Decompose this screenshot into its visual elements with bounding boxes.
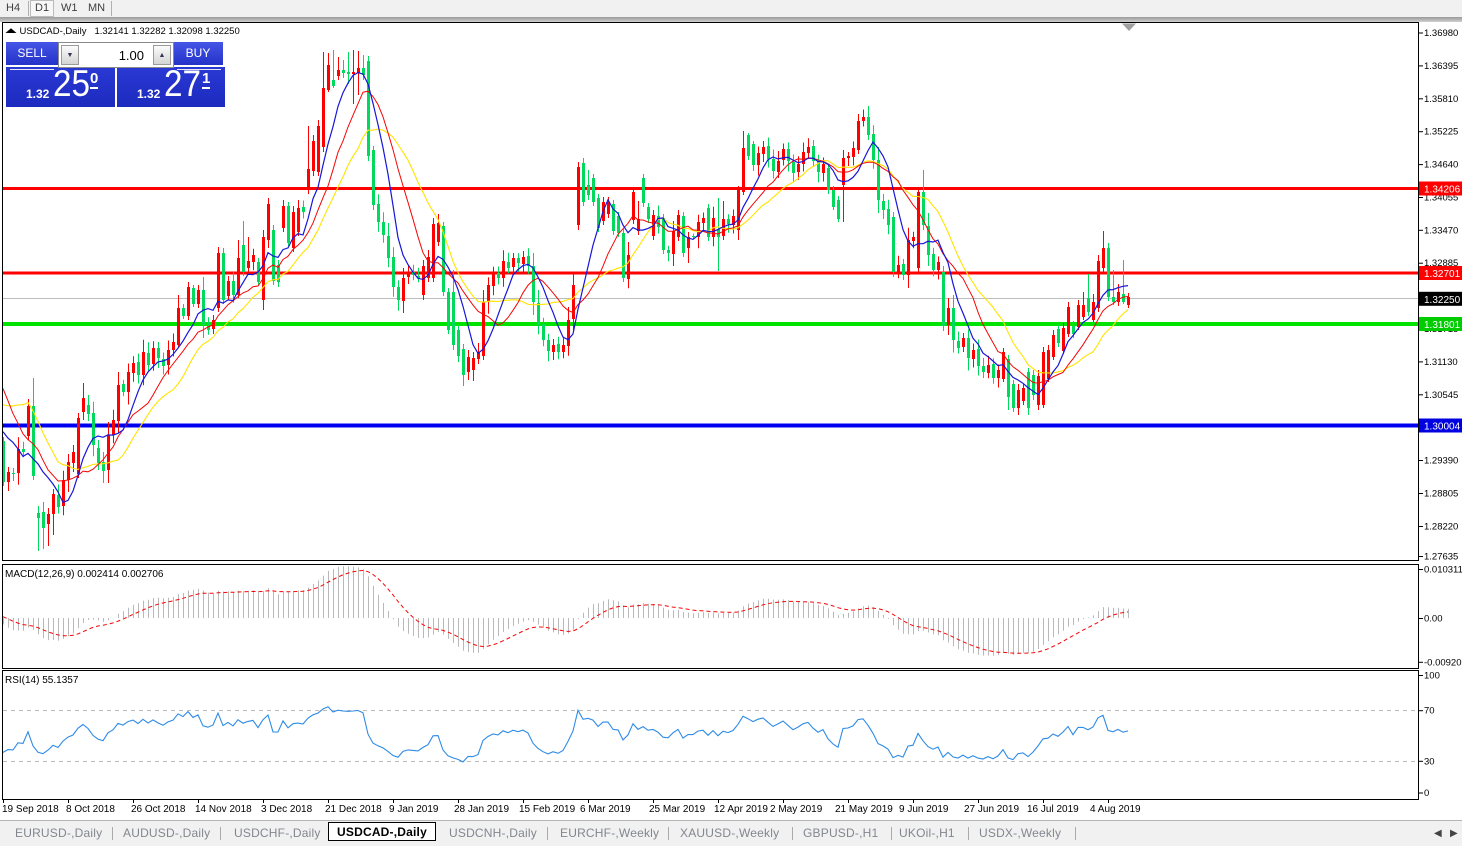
svg-text:1.35225: 1.35225 <box>1424 127 1458 138</box>
svg-text:0: 0 <box>1424 788 1429 799</box>
svg-text:1.29390: 1.29390 <box>1424 456 1458 467</box>
svg-text:1.34206: 1.34206 <box>1424 185 1461 196</box>
svg-text:26 Oct 2018: 26 Oct 2018 <box>131 804 186 815</box>
svg-text:100: 100 <box>1424 671 1440 682</box>
svg-text:1.31130: 1.31130 <box>1424 357 1458 368</box>
svg-text:1.32885: 1.32885 <box>1424 258 1458 269</box>
svg-text:-0.009203: -0.009203 <box>1424 657 1462 668</box>
svg-text:30: 30 <box>1424 756 1435 767</box>
svg-text:1.27635: 1.27635 <box>1424 552 1458 563</box>
svg-text:0.00: 0.00 <box>1424 614 1443 625</box>
svg-text:16 Jul 2019: 16 Jul 2019 <box>1027 804 1079 815</box>
svg-text:1.30545: 1.30545 <box>1424 390 1458 401</box>
svg-text:9 Jan 2019: 9 Jan 2019 <box>389 804 439 815</box>
svg-text:1.32701: 1.32701 <box>1424 269 1461 280</box>
svg-text:1.36395: 1.36395 <box>1424 61 1458 72</box>
svg-text:MACD(12,26,9) 0.002414 0.00270: MACD(12,26,9) 0.002414 0.002706 <box>5 569 164 580</box>
svg-text:8 Oct 2018: 8 Oct 2018 <box>66 804 115 815</box>
svg-text:3 Dec 2018: 3 Dec 2018 <box>261 804 313 815</box>
svg-text:USDCAD-,Daily 1.32141 1.3228: USDCAD-,Daily 1.32141 1.32282 1.32098 1.… <box>20 26 240 37</box>
svg-text:21 May 2019: 21 May 2019 <box>835 804 893 815</box>
svg-text:6 Mar 2019: 6 Mar 2019 <box>580 804 631 815</box>
svg-text:15 Feb 2019: 15 Feb 2019 <box>519 804 576 815</box>
svg-text:4 Aug 2019: 4 Aug 2019 <box>1090 804 1141 815</box>
svg-text:1.28805: 1.28805 <box>1424 489 1458 500</box>
svg-text:RSI(14) 55.1357: RSI(14) 55.1357 <box>5 675 79 686</box>
svg-text:1.32250: 1.32250 <box>1424 295 1461 306</box>
svg-text:12 Apr 2019: 12 Apr 2019 <box>714 804 768 815</box>
svg-text:1.36980: 1.36980 <box>1424 28 1458 39</box>
svg-text:21 Dec 2018: 21 Dec 2018 <box>325 804 382 815</box>
svg-text:1.30004: 1.30004 <box>1424 422 1461 433</box>
svg-text:25 Mar 2019: 25 Mar 2019 <box>649 804 706 815</box>
svg-text:1.34055: 1.34055 <box>1424 193 1458 204</box>
svg-text:1.33470: 1.33470 <box>1424 225 1458 236</box>
svg-text:70: 70 <box>1424 706 1435 717</box>
svg-text:19 Sep 2018: 19 Sep 2018 <box>2 804 59 815</box>
svg-text:0.010311: 0.010311 <box>1424 565 1462 576</box>
svg-text:14 Nov 2018: 14 Nov 2018 <box>195 804 252 815</box>
svg-text:27 Jun 2019: 27 Jun 2019 <box>964 804 1019 815</box>
svg-text:1.34640: 1.34640 <box>1424 160 1458 171</box>
svg-text:1.35810: 1.35810 <box>1424 94 1458 105</box>
svg-text:1.31801: 1.31801 <box>1424 320 1461 331</box>
svg-text:28 Jan 2019: 28 Jan 2019 <box>454 804 509 815</box>
svg-text:9 Jun 2019: 9 Jun 2019 <box>899 804 949 815</box>
svg-text:2 May 2019: 2 May 2019 <box>770 804 823 815</box>
svg-text:1.28220: 1.28220 <box>1424 522 1458 533</box>
